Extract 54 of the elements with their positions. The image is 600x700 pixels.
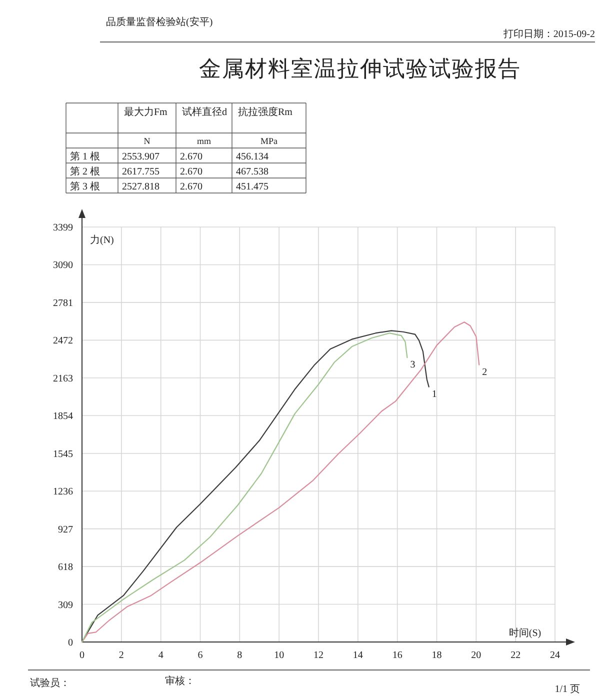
text: 试样直径d — [182, 106, 227, 118]
y-tick-label: 309 — [58, 600, 73, 611]
y-tick-label: 1236 — [53, 486, 73, 498]
x-tick-label: 14 — [352, 650, 363, 661]
x-axis-title: 时间(S) — [508, 627, 542, 639]
text: 467.538 — [236, 166, 268, 178]
text: 打印日期：2015-09-2 — [502, 28, 595, 40]
x-tick-label: 16 — [392, 650, 402, 661]
series-label: 3 — [410, 360, 416, 371]
x-tick-label: 8 — [237, 650, 242, 661]
text: N — [144, 136, 151, 146]
series-label: 1 — [432, 388, 437, 400]
x-tick-label: 24 — [550, 650, 560, 661]
x-tick-label: 20 — [471, 650, 482, 661]
chart-title: 金属材料室温拉伸试验试验报告 — [199, 56, 521, 81]
y-tick-label: 618 — [58, 562, 73, 574]
text: 2553.907 — [122, 152, 160, 162]
text: 审核： — [165, 675, 195, 687]
x-tick-label: 6 — [198, 650, 203, 661]
y-tick-label: 2163 — [53, 373, 73, 384]
y-tick-label: 927 — [58, 524, 73, 536]
y-tick-label: 2472 — [53, 336, 73, 347]
x-tick-label: 18 — [432, 650, 442, 661]
text: 第 2 根 — [70, 166, 100, 178]
text: 2617.755 — [122, 166, 160, 178]
text: 451.475 — [236, 182, 268, 192]
x-tick-label: 2 — [118, 650, 124, 661]
text: MPa — [260, 136, 278, 146]
text: 456.134 — [236, 152, 268, 162]
x-tick-label: 12 — [314, 650, 324, 661]
text: 2.670 — [180, 152, 202, 162]
text: 2.670 — [180, 182, 202, 192]
text: 抗拉强度Rm — [238, 106, 293, 118]
x-tick-label: 0 — [80, 650, 84, 661]
text: 试验员： — [30, 677, 70, 689]
y-tick-label: 3399 — [53, 222, 73, 234]
text: 2.670 — [180, 166, 202, 178]
text: 最大力Fm — [124, 106, 168, 118]
text: 1/1 页 — [554, 684, 580, 695]
y-tick-label: 0 — [68, 638, 73, 648]
text: 品质量监督检验站(安平) — [106, 16, 213, 28]
text: 第 3 根 — [70, 180, 100, 192]
x-tick-label: 10 — [274, 650, 284, 661]
text: mm — [196, 136, 212, 146]
y-tick-label: 1854 — [53, 411, 73, 422]
y-tick-label: 1545 — [53, 448, 73, 460]
x-tick-label: 22 — [510, 650, 521, 661]
y-axis-title: 力(N) — [90, 234, 114, 246]
y-tick-label: 2781 — [53, 298, 73, 309]
x-tick-label: 4 — [158, 650, 164, 661]
text: 2527.818 — [122, 182, 160, 192]
y-tick-label: 3090 — [53, 260, 73, 272]
text: 第 1 根 — [70, 150, 100, 162]
series-label: 2 — [482, 366, 488, 378]
